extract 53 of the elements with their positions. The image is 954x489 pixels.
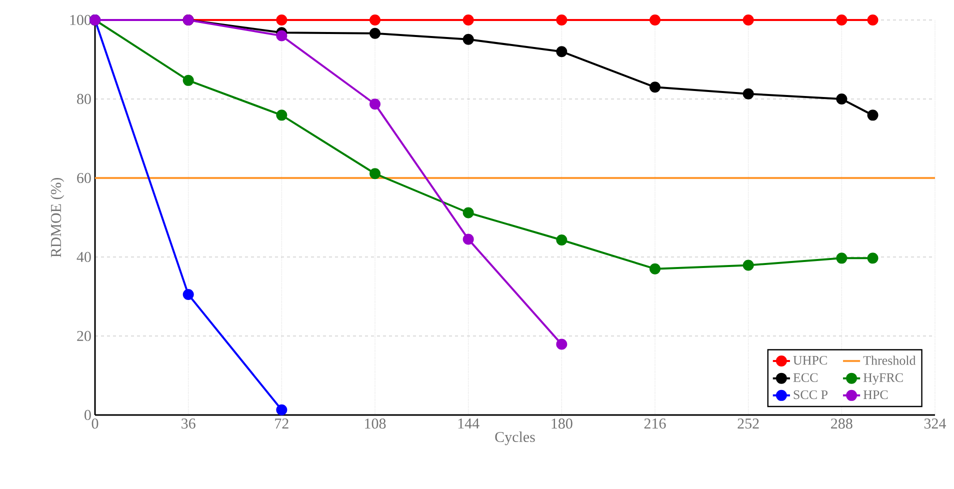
point bbox=[462, 207, 474, 218]
legend-label: UHPC bbox=[793, 356, 827, 365]
y-tick-label: 20 bbox=[77, 330, 91, 342]
point bbox=[650, 14, 660, 26]
point bbox=[867, 252, 878, 264]
point bbox=[556, 46, 568, 58]
x-tick-label: 72 bbox=[275, 418, 288, 428]
y-tick-label: 40 bbox=[76, 252, 91, 262]
point bbox=[650, 263, 660, 274]
y-tick-label: 60 bbox=[77, 172, 91, 184]
point bbox=[836, 252, 848, 264]
x-tick-label: 288 bbox=[831, 418, 852, 429]
point bbox=[836, 93, 848, 104]
point bbox=[370, 98, 381, 110]
point bbox=[742, 14, 754, 26]
legend-label: ECC bbox=[793, 373, 818, 382]
legend-label: Threshold bbox=[863, 356, 916, 365]
point bbox=[742, 260, 754, 271]
legend-label: HPC bbox=[863, 390, 888, 400]
point bbox=[867, 110, 878, 121]
x-tick-label: 108 bbox=[365, 418, 386, 429]
point bbox=[276, 14, 288, 26]
point bbox=[867, 14, 878, 26]
point bbox=[462, 14, 474, 26]
x-tick-label: 180 bbox=[552, 418, 572, 429]
point bbox=[370, 14, 381, 26]
legend-label: HyFRC bbox=[863, 373, 903, 385]
point bbox=[462, 34, 474, 45]
point bbox=[276, 30, 288, 42]
point bbox=[650, 82, 660, 93]
x-axis-title: Cycles bbox=[495, 432, 535, 446]
point bbox=[556, 14, 568, 26]
y-tick-label: 0 bbox=[84, 410, 91, 420]
point bbox=[556, 234, 568, 246]
x-tick-label: 144 bbox=[458, 418, 480, 428]
point bbox=[556, 338, 568, 350]
x-tick-label: 36 bbox=[182, 418, 196, 429]
x-tick-label: 0 bbox=[92, 418, 98, 429]
x-tick-label: 324 bbox=[924, 418, 946, 429]
point bbox=[276, 110, 288, 121]
point bbox=[462, 234, 474, 245]
point bbox=[370, 168, 381, 180]
point bbox=[182, 289, 194, 300]
point bbox=[370, 28, 381, 39]
point bbox=[836, 14, 848, 26]
y-axis-title: RDMOE (%) bbox=[50, 178, 64, 258]
x-tick-label: 216 bbox=[644, 418, 666, 429]
legend-label: SCC P bbox=[794, 390, 828, 400]
point bbox=[742, 88, 754, 100]
y-tick-label: 80 bbox=[77, 94, 91, 104]
point bbox=[276, 404, 288, 416]
point bbox=[182, 74, 194, 86]
x-tick-label: 252 bbox=[738, 418, 759, 429]
